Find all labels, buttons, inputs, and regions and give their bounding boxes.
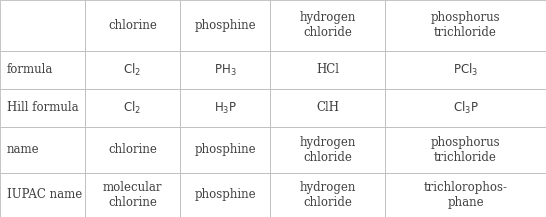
Bar [385,173,546,217]
Text: $\mathregular{PH_{3}}$: $\mathregular{PH_{3}}$ [214,62,236,77]
Bar [0,0,85,51]
Bar [0,173,85,217]
Text: phosphorus
trichloride: phosphorus trichloride [431,12,500,39]
Text: phosphorus
trichloride: phosphorus trichloride [431,136,500,164]
Bar [385,51,546,89]
Bar [270,173,385,217]
Text: hydrogen
chloride: hydrogen chloride [299,181,356,209]
Bar [85,51,180,89]
Text: HCl: HCl [316,64,339,76]
Text: trichlorophos-
phane: trichlorophos- phane [424,181,507,209]
Text: $\mathregular{Cl_{3}P}$: $\mathregular{Cl_{3}P}$ [453,100,478,116]
Bar [385,127,546,173]
Text: hydrogen
chloride: hydrogen chloride [299,12,356,39]
Bar [180,0,270,51]
Text: molecular
chlorine: molecular chlorine [103,181,162,209]
Text: phosphine: phosphine [194,143,256,156]
Bar [85,0,180,51]
Bar [85,173,180,217]
Text: IUPAC name: IUPAC name [7,188,82,201]
Bar [270,89,385,127]
Bar [385,89,546,127]
Text: phosphine: phosphine [194,188,256,201]
Text: formula: formula [7,64,53,76]
Bar [0,127,85,173]
Text: Hill formula: Hill formula [7,102,78,114]
Text: $\mathregular{Cl_{2}}$: $\mathregular{Cl_{2}}$ [123,100,141,116]
Bar [180,173,270,217]
Text: $\mathregular{Cl_{2}}$: $\mathregular{Cl_{2}}$ [123,62,141,78]
Bar [85,127,180,173]
Bar [85,89,180,127]
Bar [0,51,85,89]
Text: phosphine: phosphine [194,19,256,32]
Bar [385,0,546,51]
Bar [270,0,385,51]
Text: ClH: ClH [316,102,339,114]
Bar [0,89,85,127]
Bar [270,127,385,173]
Bar [180,127,270,173]
Bar [270,51,385,89]
Bar [180,89,270,127]
Text: name: name [7,143,39,156]
Bar [180,51,270,89]
Text: chlorine: chlorine [108,143,157,156]
Text: $\mathregular{H_{3}P}$: $\mathregular{H_{3}P}$ [213,100,237,115]
Text: hydrogen
chloride: hydrogen chloride [299,136,356,164]
Text: chlorine: chlorine [108,19,157,32]
Text: $\mathregular{PCl_{3}}$: $\mathregular{PCl_{3}}$ [453,62,478,78]
